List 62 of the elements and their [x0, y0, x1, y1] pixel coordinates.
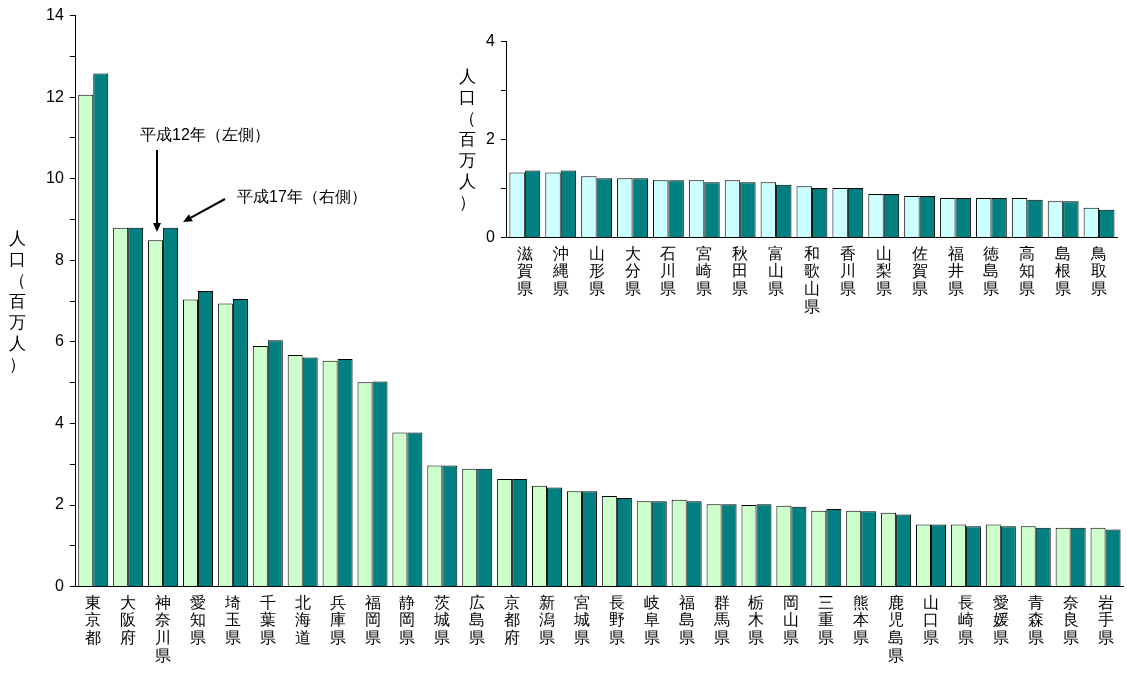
x-tick-label: 新潟県	[539, 593, 556, 647]
x-tick-label: 大分県	[624, 244, 641, 298]
x-tick-label: 三重県	[818, 593, 835, 647]
y-tick-label: 14	[46, 6, 64, 24]
x-tick-label: 長崎県	[957, 593, 974, 647]
y-tick-label: 2	[54, 495, 64, 513]
x-tick-label: 北海道	[294, 593, 311, 647]
x-tick-label: 島根県	[1055, 244, 1072, 298]
x-tick-label: 熊本県	[853, 593, 870, 647]
x-tick-label: 香川県	[839, 244, 856, 298]
x-tick-label: 岐阜県	[643, 593, 660, 647]
x-tick-label: 広島県	[469, 593, 486, 647]
x-tick-label: 山口県	[923, 593, 940, 647]
x-tick-label: 千葉県	[259, 593, 276, 647]
x-tick-label: 佐賀県	[911, 244, 928, 298]
x-tick-label: 滋賀県	[516, 244, 533, 298]
x-tick-label: 神奈川県	[155, 593, 172, 664]
x-tick-label: 静岡県	[399, 593, 416, 647]
x-tick-label: 和歌山県	[803, 244, 820, 315]
x-tick-label: 岩手県	[1097, 593, 1114, 647]
x-tick-label: 秋田県	[732, 244, 749, 298]
x-tick-label: 福岡県	[364, 593, 381, 647]
y-tick-label: 12	[46, 87, 64, 105]
y-tick-label: 6	[54, 332, 64, 350]
x-tick-label: 奈良県	[1062, 593, 1079, 647]
x-tick-label: 東京都	[85, 593, 102, 647]
x-tick-label: 山形県	[588, 244, 605, 298]
x-tick-label: 青森県	[1027, 593, 1044, 647]
y-tick-label: 8	[54, 250, 64, 268]
y-tick-label: 10	[46, 169, 64, 187]
x-tick-label: 茨城県	[433, 593, 451, 647]
x-tick-label: 高知県	[1019, 244, 1036, 298]
x-tick-label: 福島県	[678, 593, 695, 647]
x-tick-label: 兵庫県	[329, 593, 346, 647]
x-tick-label: 長野県	[608, 593, 625, 647]
x-tick-label: 福井県	[947, 244, 964, 298]
y-axis-title: 人口（百万人）	[458, 66, 476, 214]
x-tick-label: 山梨県	[875, 244, 892, 298]
annotation: 平成12年（左側）	[140, 126, 270, 144]
x-tick-label: 群馬県	[712, 593, 730, 647]
x-tick-label: 大阪府	[120, 593, 137, 647]
x-tick-label: 宮城県	[572, 593, 590, 647]
y-axis-title: 人口（百万人）	[8, 227, 26, 375]
y-tick-label: 4	[485, 32, 495, 50]
x-tick-label: 埼玉県	[223, 593, 241, 647]
x-tick-label: 富山県	[768, 244, 785, 298]
x-tick-label: 愛媛県	[992, 593, 1009, 647]
x-tick-label: 宮崎県	[696, 244, 713, 298]
x-tick-label: 沖縄県	[551, 244, 569, 298]
x-tick-label: 鳥取県	[1090, 244, 1108, 298]
x-tick-label: 岡山県	[783, 593, 800, 647]
y-tick-label: 4	[54, 413, 64, 431]
x-tick-label: 京都府	[504, 593, 521, 647]
x-tick-label: 徳島県	[983, 244, 1000, 298]
x-tick-label: 愛知県	[189, 593, 206, 647]
y-tick-label: 2	[485, 130, 495, 148]
y-tick-label: 0	[54, 577, 64, 595]
x-tick-label: 鹿児島県	[888, 593, 905, 664]
annotation: 平成17年（右側）	[237, 188, 367, 206]
y-tick-label: 0	[485, 228, 495, 246]
x-tick-label: 栃木県	[748, 593, 765, 647]
x-tick-label: 石川県	[660, 244, 677, 298]
